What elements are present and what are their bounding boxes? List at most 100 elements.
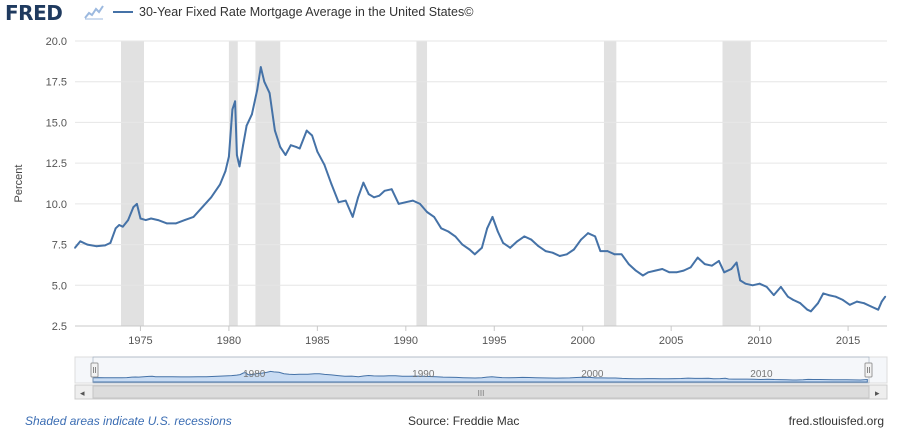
data-point[interactable]	[284, 154, 287, 156]
data-point[interactable]	[362, 181, 365, 184]
data-point[interactable]	[834, 295, 837, 298]
data-point[interactable]	[884, 295, 887, 298]
site-link[interactable]: fred.stlouisfed.org	[788, 414, 884, 428]
data-point[interactable]	[166, 222, 168, 225]
data-point[interactable]	[373, 196, 375, 199]
data-point[interactable]	[627, 263, 630, 266]
data-point[interactable]	[411, 199, 414, 202]
data-point[interactable]	[132, 206, 135, 209]
data-point[interactable]	[841, 299, 844, 301]
navigator[interactable]: 1980 1990 2000 2010 ◂ ▸ III	[0, 355, 900, 405]
data-point[interactable]	[496, 230, 499, 233]
recession-note-link[interactable]: Shaded areas indicate U.S. recessions	[25, 414, 232, 428]
data-point[interactable]	[298, 147, 301, 150]
data-point[interactable]	[817, 302, 819, 305]
data-point[interactable]	[144, 219, 147, 222]
data-point[interactable]	[758, 282, 761, 285]
data-point[interactable]	[228, 155, 230, 158]
data-point[interactable]	[74, 246, 76, 249]
data-point[interactable]	[473, 253, 476, 256]
data-point[interactable]	[587, 232, 589, 235]
data-point[interactable]	[848, 303, 851, 306]
data-point[interactable]	[779, 286, 782, 288]
fred-logo[interactable]: FRED	[5, 1, 63, 25]
data-point[interactable]	[245, 124, 248, 127]
data-point[interactable]	[351, 215, 354, 218]
data-point[interactable]	[689, 266, 692, 269]
data-point[interactable]	[378, 194, 381, 197]
data-point[interactable]	[419, 202, 421, 205]
data-point[interactable]	[703, 263, 706, 266]
data-point[interactable]	[440, 227, 443, 230]
data-point[interactable]	[594, 235, 597, 238]
data-point[interactable]	[523, 235, 526, 238]
data-point[interactable]	[316, 150, 319, 153]
data-point[interactable]	[95, 245, 98, 248]
data-point[interactable]	[104, 244, 106, 247]
data-point[interactable]	[219, 183, 221, 186]
data-point[interactable]	[620, 253, 623, 256]
data-point[interactable]	[433, 215, 436, 218]
data-point[interactable]	[710, 264, 713, 267]
data-point[interactable]	[305, 129, 308, 132]
data-point[interactable]	[537, 245, 540, 248]
data-point[interactable]	[856, 300, 858, 303]
data-point[interactable]	[274, 129, 276, 132]
data-point[interactable]	[723, 271, 726, 274]
data-point[interactable]	[454, 235, 457, 238]
data-point[interactable]	[263, 80, 266, 83]
data-point[interactable]	[238, 165, 241, 168]
data-point[interactable]	[139, 217, 142, 220]
data-point[interactable]	[613, 253, 616, 256]
data-point[interactable]	[242, 144, 244, 147]
data-point[interactable]	[744, 282, 747, 285]
data-point[interactable]	[461, 243, 464, 246]
data-point[interactable]	[118, 224, 121, 226]
data-point[interactable]	[183, 219, 186, 222]
data-point[interactable]	[516, 240, 519, 243]
data-point[interactable]	[654, 269, 657, 272]
data-point[interactable]	[256, 88, 259, 91]
data-point[interactable]	[224, 170, 227, 173]
data-point[interactable]	[259, 66, 262, 68]
data-point[interactable]	[822, 292, 825, 295]
data-point[interactable]	[647, 271, 650, 274]
data-point[interactable]	[86, 243, 89, 246]
data-point[interactable]	[718, 259, 720, 262]
data-point[interactable]	[330, 183, 333, 186]
data-point[interactable]	[486, 227, 489, 230]
data-point[interactable]	[150, 217, 152, 220]
data-point[interactable]	[344, 199, 347, 202]
data-point[interactable]	[880, 300, 883, 303]
data-point[interactable]	[480, 246, 483, 249]
data-point[interactable]	[157, 219, 160, 222]
data-point[interactable]	[210, 196, 213, 199]
data-point[interactable]	[792, 299, 795, 301]
data-point[interactable]	[634, 269, 637, 272]
scrollbar-thumb[interactable]	[92, 385, 870, 399]
data-point[interactable]	[668, 271, 671, 274]
data-point[interactable]	[79, 240, 82, 243]
data-point[interactable]	[787, 295, 789, 298]
data-point[interactable]	[279, 145, 282, 148]
data-point[interactable]	[397, 202, 400, 205]
data-point[interactable]	[357, 196, 359, 199]
data-point[interactable]	[661, 268, 664, 270]
data-point[interactable]	[390, 188, 393, 191]
data-point[interactable]	[580, 238, 582, 241]
data-point[interactable]	[235, 154, 238, 156]
data-point[interactable]	[765, 286, 768, 288]
data-point[interactable]	[863, 302, 865, 305]
data-point[interactable]	[337, 201, 340, 204]
data-point[interactable]	[565, 253, 568, 256]
data-point[interactable]	[799, 302, 802, 305]
data-point[interactable]	[810, 310, 812, 313]
data-point[interactable]	[174, 222, 177, 225]
data-point[interactable]	[877, 308, 880, 311]
data-point[interactable]	[751, 284, 754, 287]
data-point[interactable]	[323, 163, 326, 166]
data-point[interactable]	[201, 206, 204, 209]
data-point[interactable]	[121, 225, 124, 228]
data-point[interactable]	[289, 144, 292, 147]
data-point[interactable]	[192, 215, 195, 218]
